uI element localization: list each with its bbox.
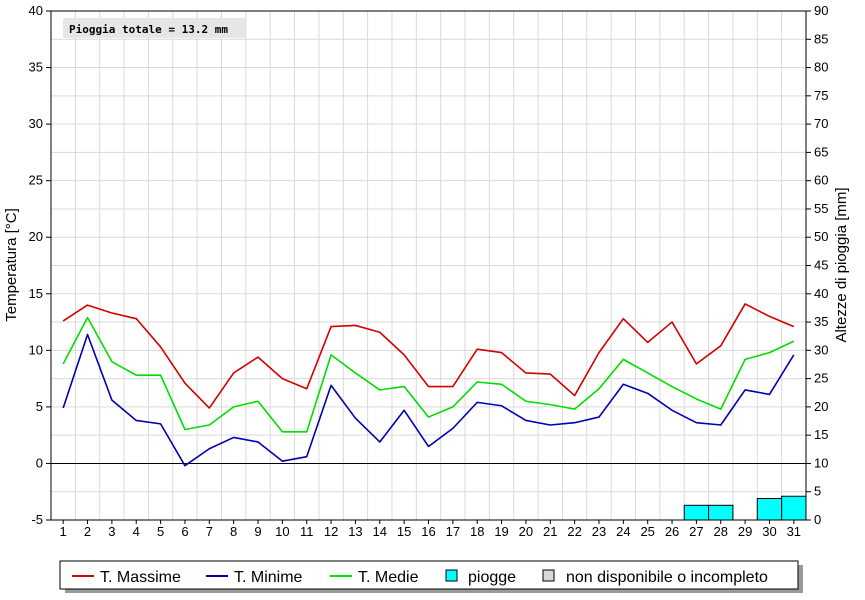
y-right-tick-label: 20	[814, 399, 828, 414]
legend-label-piogge: piogge	[468, 569, 516, 586]
legend-label-t-medie: T. Medie	[358, 569, 419, 586]
legend-swatch-non-disponibile	[542, 569, 555, 582]
rain-bar-day-28	[708, 504, 734, 521]
x-tick-label: 8	[230, 524, 237, 539]
x-tick-label: 13	[348, 524, 362, 539]
x-tick-label: 31	[787, 524, 801, 539]
x-tick-label: 26	[665, 524, 679, 539]
y-left-label: Temperatura [°C]	[3, 208, 20, 322]
legend-label-t-massime: T. Massime	[100, 569, 181, 586]
y-left-tick-label: 25	[29, 173, 43, 188]
y-left-tick-label: 0	[36, 455, 43, 470]
legend-box	[59, 560, 799, 590]
y-right-label: Altezze di pioggia [mm]	[833, 187, 850, 342]
x-tick-label: 20	[519, 524, 533, 539]
y-right-tick-label: 45	[814, 258, 828, 273]
rain-bar-day-31	[781, 495, 807, 521]
x-tick-label: 9	[254, 524, 261, 539]
y-right-tick-label: 90	[814, 3, 828, 18]
rain-bar-day-27	[683, 504, 710, 521]
legend-swatch-piogge	[445, 569, 458, 582]
y-right-tick-label: 55	[814, 201, 828, 216]
rain-bars	[683, 495, 807, 521]
y-right-tick-label: 70	[814, 116, 828, 131]
y-right-tick-label: 65	[814, 144, 828, 159]
x-tick-label: 11	[300, 524, 314, 539]
x-tick-label: 14	[373, 524, 387, 539]
legend: T. Massime T. Minime T. Medie piogge non…	[59, 560, 803, 593]
y-right-tick-label: 10	[814, 455, 828, 470]
y-left-tick-label: 5	[36, 399, 43, 414]
y-right-tick-label: 85	[814, 31, 828, 46]
legend-label-non-disponibile: non disponibile o incompleto	[566, 569, 768, 586]
x-tick-label: 30	[762, 524, 776, 539]
x-tick-label: 3	[108, 524, 115, 539]
x-tick-label: 10	[275, 524, 289, 539]
annotation-box	[63, 18, 245, 38]
grid	[51, 11, 806, 520]
y-right-tick-label: 0	[814, 512, 821, 527]
y-right-tick-label: 35	[814, 314, 828, 329]
x-tick-label: 7	[206, 524, 213, 539]
x-tick-label: 1	[60, 524, 67, 539]
series-line-t-massime	[62, 303, 795, 409]
x-tick-label: 4	[133, 524, 140, 539]
legend-label-t-minime: T. Minime	[234, 569, 303, 586]
y-left-tick-label: 40	[29, 3, 43, 18]
y-left-tick-label: 35	[29, 60, 43, 75]
x-tick-label: 23	[592, 524, 606, 539]
x-tick-label: 28	[714, 524, 728, 539]
x-tick-label: 22	[567, 524, 581, 539]
x-tick-label: 24	[616, 524, 630, 539]
x-tick-label: 29	[738, 524, 752, 539]
y-left-tick-label: 15	[29, 286, 43, 301]
y-left-tick-label: 30	[29, 116, 43, 131]
y-right-tick-label: 5	[814, 484, 821, 499]
x-tick-label: 18	[470, 524, 484, 539]
rain-bar-day-30	[756, 498, 783, 521]
x-tick-label: 6	[181, 524, 188, 539]
y-right-tick-label: 25	[814, 371, 828, 386]
x-tick-label: 16	[421, 524, 435, 539]
series-lines	[62, 303, 795, 467]
x-tick-label: 25	[640, 524, 654, 539]
x-tick-label: 2	[84, 524, 91, 539]
y-right-tick-label: 30	[814, 342, 828, 357]
y-left-tick-label: 10	[29, 342, 43, 357]
x-tick-label: 12	[324, 524, 338, 539]
y-left-tick-label: 20	[29, 229, 43, 244]
y-right-tick-label: 50	[814, 229, 828, 244]
y-right-tick-label: 60	[814, 173, 828, 188]
ticks: -505101520253035400510152025303540455055…	[29, 3, 829, 539]
y-right-tick-label: 80	[814, 60, 828, 75]
series-line-t-medie	[62, 316, 795, 433]
y-left-tick-label: -5	[31, 512, 43, 527]
y-right-tick-label: 40	[814, 286, 828, 301]
x-tick-label: 21	[543, 524, 557, 539]
y-right-tick-label: 15	[814, 427, 828, 442]
x-tick-label: 19	[494, 524, 508, 539]
x-tick-label: 27	[689, 524, 703, 539]
x-tick-label: 17	[446, 524, 460, 539]
x-tick-label: 5	[157, 524, 164, 539]
y-right-tick-label: 75	[814, 88, 828, 103]
series-line-t-minime	[62, 333, 795, 467]
x-tick-label: 15	[397, 524, 411, 539]
annotation-text: Pioggia totale = 13.2 mm	[69, 23, 228, 36]
